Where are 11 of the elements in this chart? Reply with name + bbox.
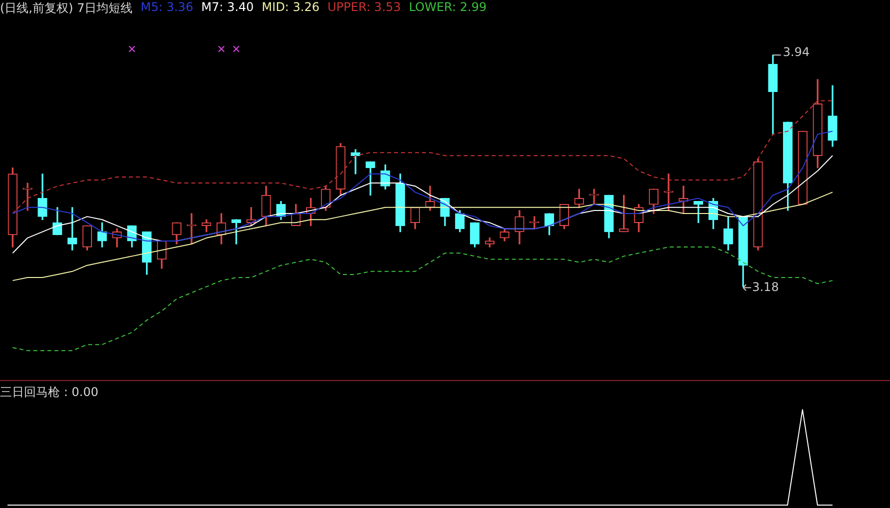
text: M7: 3.40 [201,0,254,16]
candlestick [366,161,376,196]
text: M5: 3.36 [140,0,194,16]
text: UPPER: 3.53 [328,0,401,16]
text: MID: 3.26 [262,0,320,16]
annotation: 3.18 [752,280,779,294]
candlestick [350,149,360,174]
chart-title: 三日回马枪 : 0.00 [0,384,98,401]
chart-title: (日线,前复权) 7日均短线 [0,0,133,17]
text: LOWER: 2.99 [408,0,487,16]
annotation: 3.94 [782,45,810,60]
